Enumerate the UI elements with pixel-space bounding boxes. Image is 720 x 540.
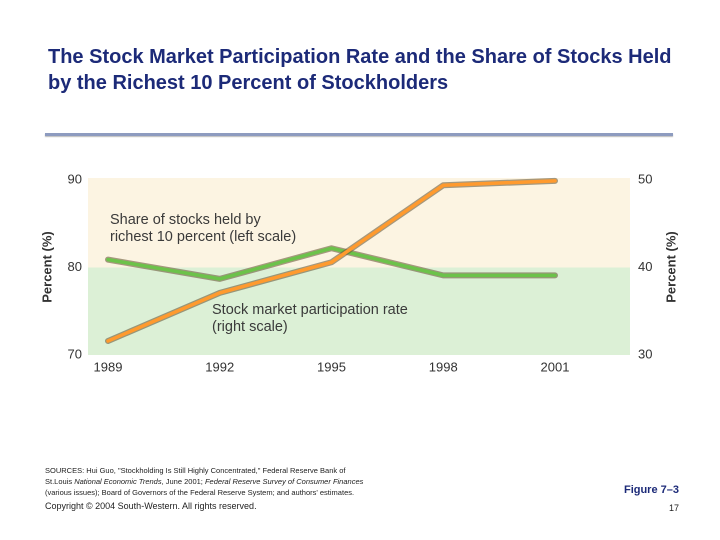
title-rule — [45, 133, 673, 136]
copyright: Copyright © 2004 South-Western. All righ… — [45, 501, 257, 511]
source-text: St.Louis — [45, 477, 75, 486]
annotation: Share of stocks held by — [110, 212, 261, 228]
page-number: 17 — [668, 503, 679, 513]
source-text: National Economic Trends — [74, 477, 162, 486]
annotation: Stock market participation rate — [212, 302, 408, 318]
series-line — [106, 246, 557, 281]
y-tick-label: 70 — [68, 346, 82, 361]
slide-title: The Stock Market Participation Rate and … — [48, 46, 672, 94]
source-line: (various issues); Board of Governors of … — [45, 487, 363, 498]
y-axis-label: Percent (%) — [39, 231, 54, 303]
source-text: SOURCES: Hui Guo, "Stockholding Is Still… — [45, 466, 346, 475]
y2-axis-label: Percent (%) — [663, 231, 678, 303]
y-tick-label: 80 — [68, 259, 82, 274]
y2-tick-label: 40 — [638, 259, 652, 274]
y2-tick-label: 30 — [638, 346, 652, 361]
source-text: , June 2001; — [161, 477, 205, 486]
source-line: St.Louis National Economic Trends, June … — [45, 476, 363, 487]
annotation: (right scale) — [212, 319, 288, 335]
sources: SOURCES: Hui Guo, "Stockholding Is Still… — [45, 465, 363, 498]
series-line — [106, 179, 557, 343]
figure-number: Figure 7–3 — [623, 484, 679, 496]
x-tick-label: 1989 — [94, 359, 123, 374]
source-text: (various issues); Board of Governors of … — [45, 488, 355, 497]
annotation: richest 10 percent (left scale) — [110, 229, 296, 245]
source-line: SOURCES: Hui Guo, "Stockholding Is Still… — [45, 465, 363, 476]
source-text: Federal Reserve Survey of Consumer Finan… — [204, 477, 364, 486]
y-tick-label: 90 — [68, 171, 82, 186]
y2-tick-label: 50 — [638, 171, 652, 186]
x-tick-label: 1998 — [429, 359, 458, 374]
x-tick-label: 1995 — [317, 359, 346, 374]
x-tick-label: 2001 — [541, 359, 570, 374]
x-tick-label: 1992 — [205, 359, 234, 374]
